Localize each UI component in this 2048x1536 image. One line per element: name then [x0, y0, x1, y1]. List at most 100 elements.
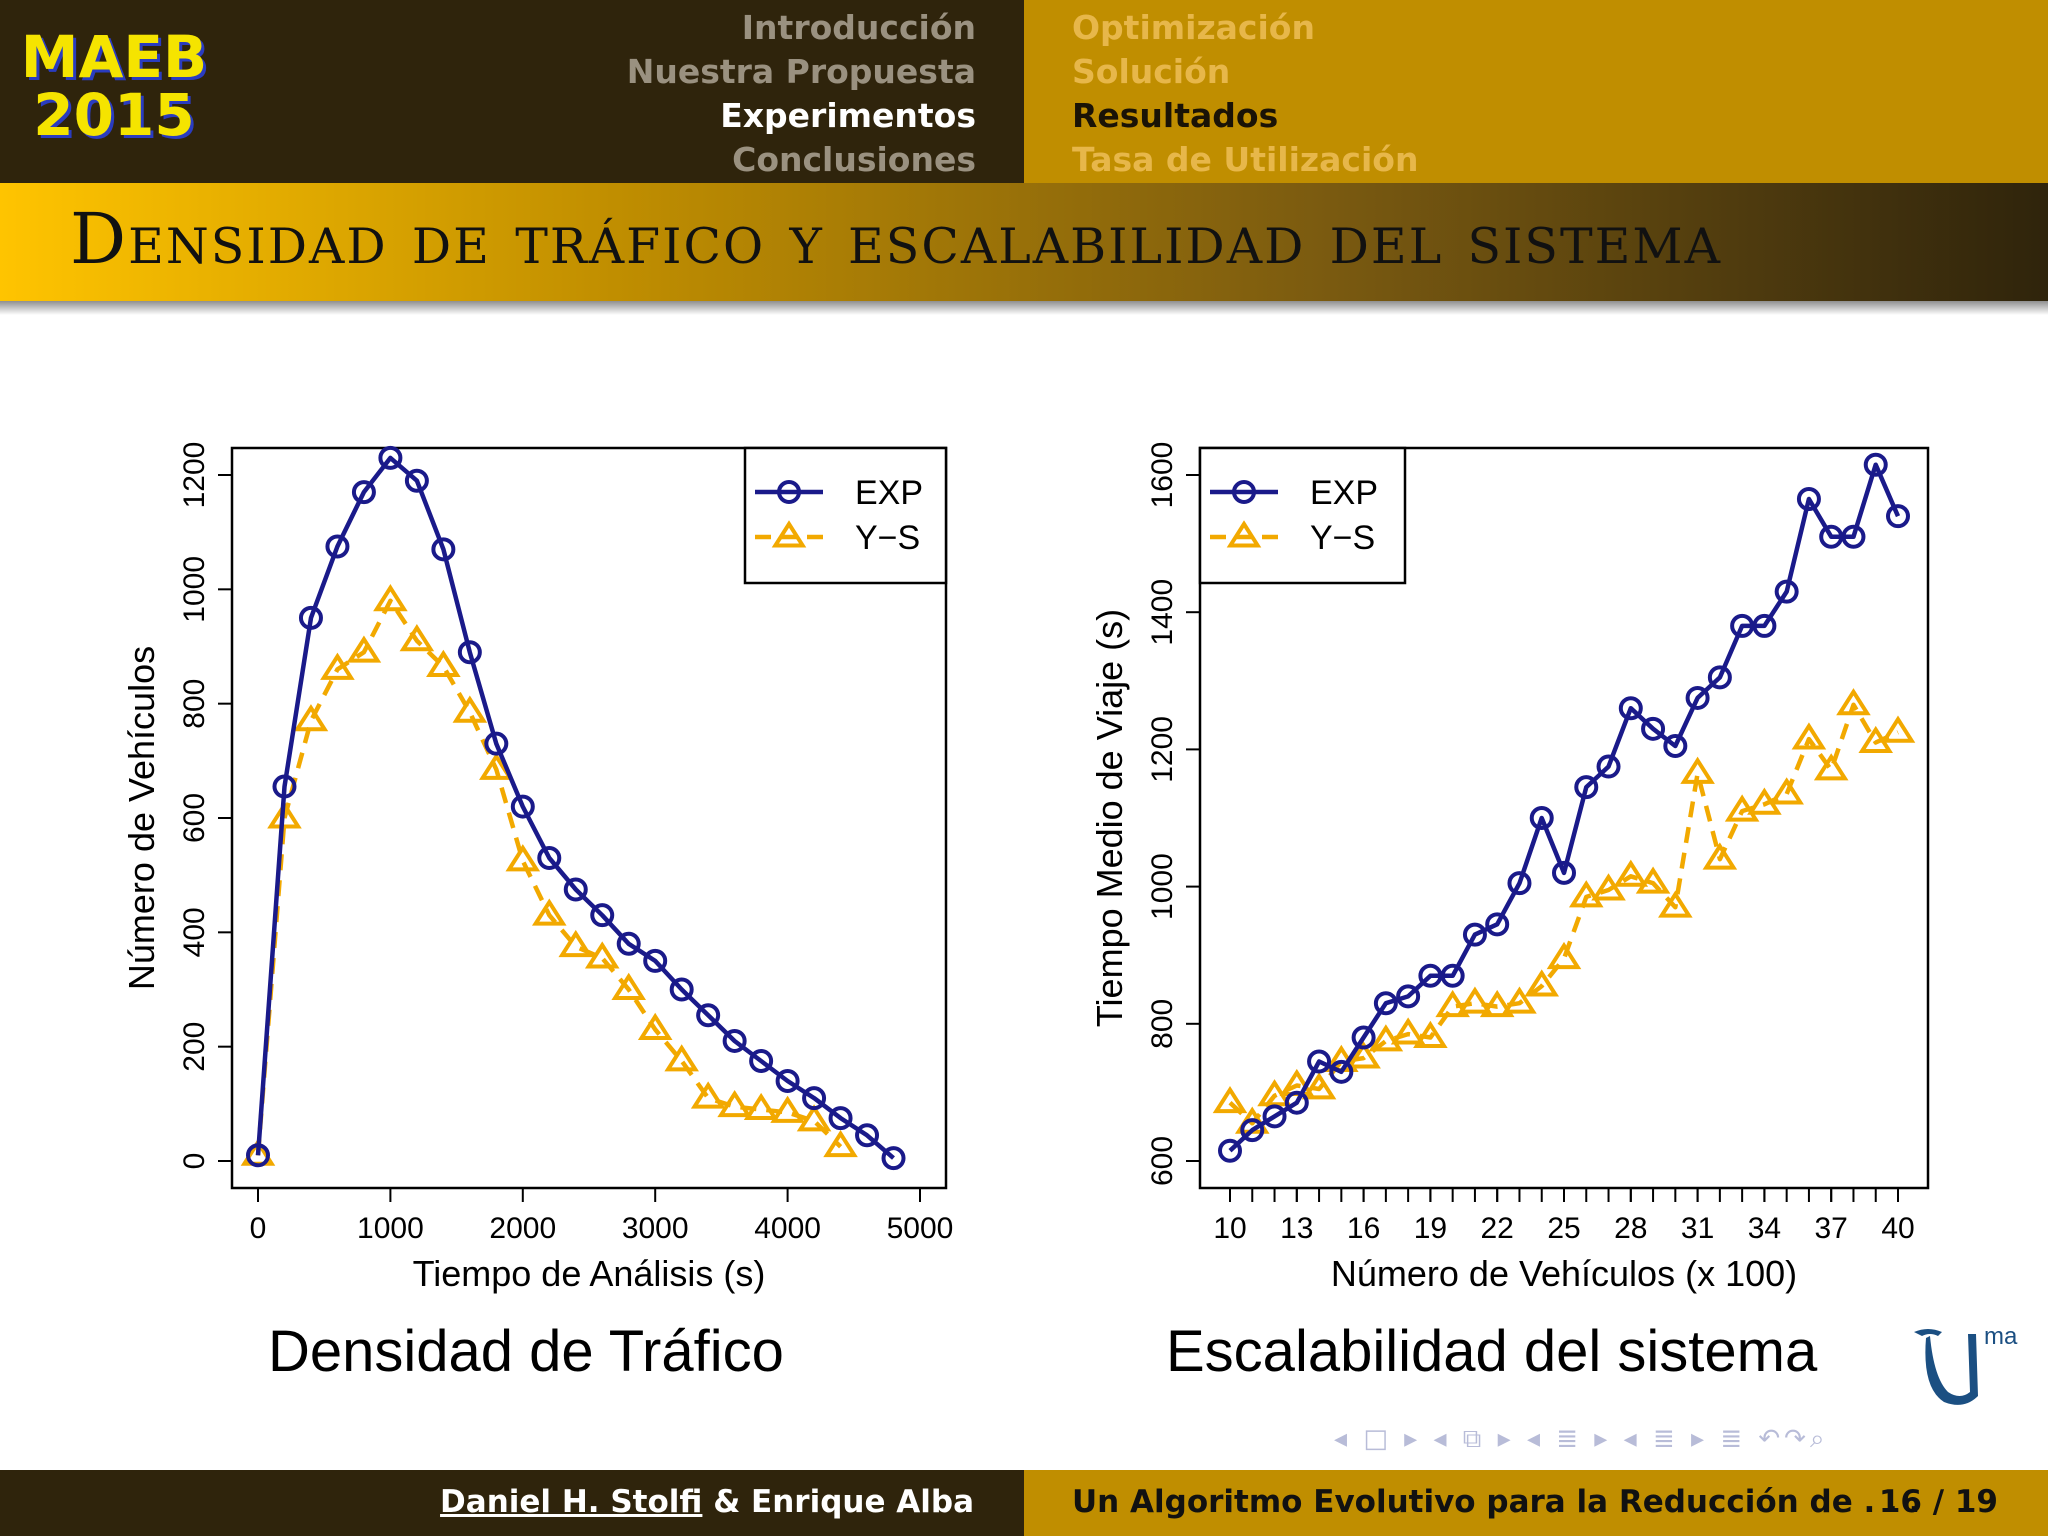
title-shadow [0, 301, 2048, 315]
data-point-ys [1791, 722, 1827, 750]
data-point-exp [431, 537, 456, 562]
data-point-exp [537, 846, 562, 871]
uma-logo-shape [1925, 1334, 1978, 1405]
nav-section-conclusiones[interactable]: Conclusiones [732, 140, 976, 179]
nav-doc-icon[interactable]: ◂ ≣ ▸ [1623, 1424, 1709, 1454]
data-point-exp [1707, 665, 1732, 690]
data-point-ys [1479, 989, 1515, 1018]
data-point-ys [346, 635, 382, 663]
data-point-ys [584, 941, 620, 969]
data-point-ys [1546, 941, 1582, 970]
footer-left [0, 1470, 1024, 1536]
data-point-ys [796, 1104, 832, 1132]
data-point-ys [399, 624, 435, 652]
data-point-ys [1457, 986, 1493, 1014]
data-point-exp [616, 931, 641, 956]
data-point-ys [452, 695, 488, 723]
legend-label: EXP [1310, 474, 1378, 512]
data-point-exp [351, 480, 376, 505]
data-point-ys [1658, 890, 1693, 918]
x-tick-label: 37 [1815, 1212, 1848, 1245]
data-point-exp [246, 1143, 270, 1168]
y-tick-label: 800 [178, 679, 211, 729]
legend-label: EXP [855, 474, 923, 512]
x-tick-label: 2000 [489, 1212, 556, 1245]
x-tick-label: 4000 [754, 1212, 821, 1245]
data-point-ys [1724, 794, 1760, 822]
data-point-ys [1836, 688, 1871, 716]
x-tick-label: 34 [1748, 1212, 1781, 1245]
data-point-ys [743, 1092, 779, 1120]
data-point-ys [1435, 989, 1470, 1018]
nav-subsection-resultados[interactable]: Resultados [1072, 96, 1279, 135]
nav-section-introduccion[interactable]: Introducción [741, 8, 976, 47]
data-point-exp [457, 640, 482, 665]
y-tick-label: 1200 [1146, 716, 1179, 783]
y-tick-label: 1400 [1146, 579, 1179, 646]
data-point-ys [664, 1044, 699, 1072]
header-right-panel [1024, 0, 2048, 183]
legend-marker-ys [771, 520, 807, 548]
data-point-ys [1413, 1020, 1448, 1048]
data-point-exp [272, 774, 297, 799]
y-tick-label: 200 [178, 1022, 211, 1072]
footer-page-number: 16 / 19 [1878, 1484, 1998, 1520]
series-line-y-s [255, 598, 843, 1156]
beamer-nav-controls[interactable]: ◂ □ ▸ ◂ ⧉ ▸ ◂ ≣ ▸ ◂ ≣ ▸ ≣ ↶↷⌕ [1334, 1424, 1829, 1455]
data-point-exp [802, 1086, 827, 1111]
nav-subsection-solucion[interactable]: Solución [1072, 52, 1231, 91]
nav-frame-icon[interactable]: ◂ □ ▸ [1334, 1424, 1422, 1454]
data-point-exp [1507, 871, 1532, 896]
nav-section-propuesta[interactable]: Nuestra Propuesta [626, 52, 976, 91]
logo-line1: MAEB [20, 23, 208, 91]
data-point-ys [1702, 842, 1738, 870]
nav-subsection-icon[interactable]: ◂ ⧉ ▸ [1433, 1424, 1515, 1454]
nav-section-icon[interactable]: ◂ ≣ ▸ [1526, 1424, 1612, 1454]
data-point-ys [611, 972, 647, 1000]
x-tick-label: 19 [1414, 1212, 1447, 1245]
data-point-ys [1301, 1072, 1337, 1100]
footer-author1[interactable]: Daniel H. Stolfi [440, 1484, 703, 1520]
nav-subsection-tasa[interactable]: Tasa de Utilización [1072, 140, 1419, 179]
data-point-exp [1262, 1104, 1287, 1129]
data-point-exp [1462, 922, 1487, 947]
chart-traffic-density: 0 1000 2000 3000 4000 5000 0 200 400 600 800 1000 12… [121, 442, 954, 1294]
data-point-ys [1568, 880, 1604, 908]
nav-search-icon[interactable]: ↶↷⌕ [1758, 1424, 1829, 1454]
y-tick-label: 1200 [178, 442, 211, 509]
data-point-exp [1618, 696, 1643, 721]
x-tick-label: 13 [1280, 1212, 1313, 1245]
data-point-ys [823, 1129, 858, 1158]
data-point-ys [531, 898, 567, 926]
x-axis-label: Tiempo de Análisis (s) [413, 1253, 766, 1294]
y-tick-label: 0 [178, 1153, 211, 1170]
legend-box [743, 446, 948, 585]
data-point-exp [1752, 613, 1777, 638]
data-point-exp [563, 877, 588, 902]
nav-toc-icon[interactable]: ≣ [1720, 1424, 1759, 1454]
x-tick-label: 10 [1213, 1212, 1246, 1245]
x-tick-label: 40 [1881, 1212, 1914, 1245]
nav-subsection-optimizacion[interactable]: Optimización [1072, 8, 1315, 47]
x-tick-label: 5000 [887, 1212, 954, 1245]
data-point-exp [1886, 504, 1910, 529]
data-point-ys [1212, 1085, 1248, 1114]
data-point-exp [696, 1003, 721, 1028]
legend-marker-ys [1226, 520, 1262, 548]
data-point-exp [749, 1048, 774, 1073]
title-band [0, 183, 2048, 301]
data-point-exp [1329, 1059, 1354, 1084]
data-point-exp [1596, 754, 1621, 779]
x-tick-label: 16 [1347, 1212, 1380, 1245]
data-point-ys [373, 584, 408, 612]
data-point-exp [643, 948, 668, 973]
nav-section-experimentos[interactable]: Experimentos [720, 96, 976, 135]
legend-marker-exp [777, 480, 801, 504]
data-point-exp [1396, 984, 1421, 1009]
data-point-exp [1240, 1118, 1265, 1143]
x-tick-label: 28 [1614, 1212, 1647, 1245]
footer-author2: Enrique Alba [751, 1484, 974, 1520]
caption-traffic-density: Densidad de Tráfico [268, 1319, 784, 1384]
x-axis-label: Número de Vehículos (x 100) [1331, 1253, 1797, 1294]
footer-authors: Daniel H. Stolfi & Enrique Alba [440, 1484, 974, 1520]
